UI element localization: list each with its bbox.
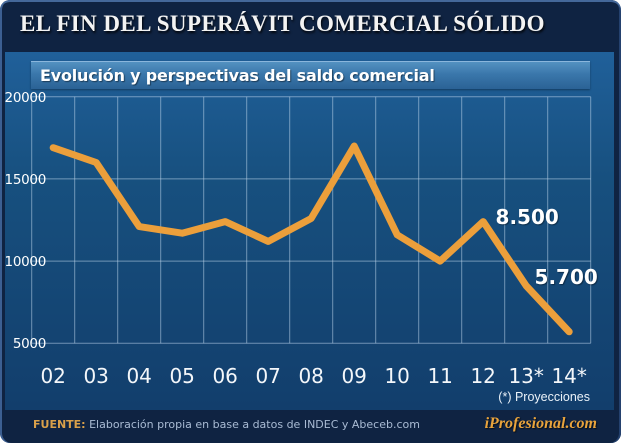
- x-tick-label: 09: [341, 364, 367, 388]
- chart-subtitle-bar: Evolución y perspectivas del saldo comer…: [31, 61, 590, 89]
- x-tick-label: 05: [169, 364, 195, 388]
- chart-subtitle: Evolución y perspectivas del saldo comer…: [40, 66, 435, 85]
- value-annotation: 8.500: [495, 204, 559, 229]
- source-text: Elaboración propia en base a datos de IN…: [89, 417, 420, 431]
- page-title: EL FIN DEL SUPERÁVIT COMERCIAL SÓLIDO: [20, 11, 545, 36]
- x-tick-label: 14*: [551, 364, 587, 388]
- x-tick-label: 10: [384, 364, 410, 388]
- x-tick-label: 02: [40, 364, 66, 388]
- footer: FUENTE: Elaboración propia en base a dat…: [0, 410, 621, 438]
- projections-footnote: (*) Proyecciones: [498, 390, 590, 404]
- x-tick-label: 07: [255, 364, 281, 388]
- y-tick-label: 10000: [4, 254, 47, 271]
- x-tick-label: 12: [470, 364, 496, 388]
- brand-logo: iProfesional.com: [484, 415, 597, 432]
- x-tick-label: 04: [126, 364, 152, 388]
- x-tick-label: 13*: [508, 364, 544, 388]
- x-tick-label: 11: [427, 364, 453, 388]
- y-tick-label: 20000: [4, 89, 47, 106]
- value-annotation: 5.700: [534, 264, 598, 289]
- source-label: FUENTE:: [33, 417, 86, 431]
- x-tick-label: 03: [83, 364, 109, 388]
- x-tick-label: 06: [212, 364, 238, 388]
- y-tick-label: 5000: [12, 336, 46, 353]
- y-tick-label: 15000: [4, 171, 47, 188]
- chart-panel: Evolución y perspectivas del saldo comer…: [5, 52, 614, 410]
- x-tick-label: 08: [298, 364, 324, 388]
- source-note: FUENTE: Elaboración propia en base a dat…: [33, 418, 420, 431]
